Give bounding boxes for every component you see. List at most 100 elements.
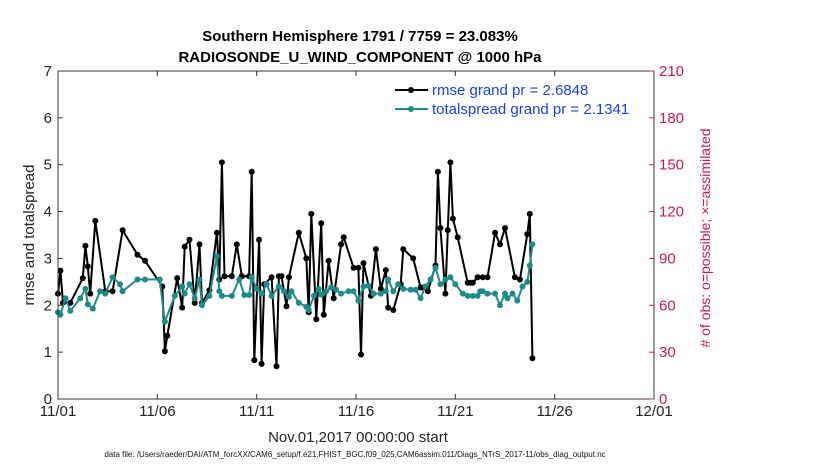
y-right-tick-label-1: 30	[659, 344, 676, 361]
data-point-s1-9	[102, 290, 109, 297]
data-point-s0-8	[92, 217, 99, 224]
data-point-s0-70	[424, 288, 431, 295]
data-point-s0-62	[382, 267, 389, 274]
data-point-s1-65	[417, 295, 424, 302]
data-point-s0-51	[325, 257, 332, 264]
data-point-s1-8	[97, 288, 104, 295]
data-point-s0-45	[303, 255, 310, 262]
y-axis-right-label: # of obs: o=possible; ×=assimilated	[697, 128, 713, 347]
data-point-s1-78	[479, 288, 486, 295]
data-point-s0-43	[285, 274, 292, 281]
axes: 11/01 11/06 11/11 11/16 11/21 11/26 12/0101234…	[40, 63, 684, 420]
data-point-s1-54	[360, 283, 367, 290]
data-point-s1-53	[355, 297, 362, 304]
data-point-s1-37	[275, 283, 282, 290]
data-point-s1-75	[469, 292, 476, 299]
data-point-s1-82	[502, 290, 508, 297]
data-point-s1-13	[134, 276, 141, 283]
data-point-s1-74	[464, 292, 471, 299]
data-point-s0-53	[338, 241, 345, 248]
data-point-s1-23	[199, 302, 205, 309]
data-point-s0-82	[474, 274, 481, 281]
y-tick-label-1: 1	[44, 344, 52, 361]
data-point-s1-27	[218, 292, 225, 299]
data-point-s0-64	[390, 307, 397, 313]
data-point-s1-49	[333, 286, 340, 293]
data-point-s1-35	[263, 281, 270, 288]
y-right-tick-label-0: 0	[659, 391, 667, 408]
data-point-s1-10	[109, 274, 116, 281]
y-tick-label-3: 3	[44, 250, 52, 267]
data-point-s0-29	[228, 273, 235, 280]
data-point-s1-6	[84, 301, 91, 308]
data-point-s0-54	[340, 234, 347, 241]
data-point-s0-42	[283, 303, 290, 310]
data-point-s1-43	[305, 307, 312, 313]
data-point-s1-12	[119, 288, 126, 295]
data-point-s1-34	[258, 290, 265, 297]
data-point-s1-47	[323, 288, 330, 295]
data-point-s1-63	[407, 286, 414, 293]
data-point-s0-4	[79, 275, 86, 282]
data-point-s1-52	[350, 288, 357, 295]
data-point-s0-89	[516, 276, 523, 283]
data-point-s1-3	[67, 307, 74, 314]
data-point-s1-39	[285, 293, 292, 300]
y-tick-label-7: 7	[44, 63, 52, 80]
data-point-s1-71	[447, 274, 454, 281]
data-point-s1-57	[377, 290, 384, 297]
data-point-s0-61	[377, 285, 384, 292]
x-tick-label-1: 11/06	[139, 403, 175, 420]
data-point-s1-18	[179, 283, 186, 290]
data-point-s1-48	[328, 284, 335, 291]
data-point-s1-1	[57, 311, 64, 318]
data-point-s0-41	[278, 273, 285, 280]
data-point-s1-81	[497, 302, 503, 309]
data-point-s0-28	[221, 273, 228, 280]
data-point-s0-52	[330, 295, 337, 302]
data-point-s0-84	[484, 274, 491, 281]
y-tick-label-4: 4	[44, 204, 52, 221]
x-axis-label: Nov.01,2017 00:00:00 start	[268, 429, 449, 446]
data-point-s1-14	[142, 276, 148, 283]
data-point-s1-20	[186, 281, 193, 288]
y-right-tick-label-3: 90	[659, 250, 676, 267]
data-point-s1-45	[315, 285, 322, 292]
data-point-s1-89	[529, 241, 536, 248]
y-right-tick-label-5: 150	[659, 157, 684, 174]
data-point-s1-26	[216, 288, 223, 295]
data-point-s1-83	[504, 295, 511, 302]
data-point-s0-27	[218, 159, 225, 166]
data-point-s1-7	[89, 305, 96, 312]
data-point-s0-5	[82, 242, 89, 249]
data-point-s0-83	[479, 274, 486, 281]
data-point-s1-36	[268, 292, 275, 299]
data-point-s1-69	[437, 281, 444, 288]
data-point-s1-62	[400, 285, 407, 292]
data-point-s0-67	[410, 255, 417, 262]
x-tick-label-5: 11/26	[536, 403, 572, 420]
data-point-s1-11	[117, 281, 123, 288]
data-point-s0-76	[447, 159, 454, 166]
data-point-s0-57	[358, 351, 364, 358]
data-point-s0-90	[524, 231, 531, 238]
data-point-s1-72	[452, 281, 459, 288]
data-point-s1-70	[442, 276, 449, 283]
y-tick-label-2: 2	[44, 297, 52, 314]
data-point-s1-29	[236, 276, 243, 283]
data-point-s0-10	[109, 288, 116, 295]
data-point-s1-68	[432, 264, 439, 271]
data-point-s1-58	[382, 288, 389, 295]
data-point-s0-49	[318, 220, 325, 227]
data-point-s1-59	[385, 276, 392, 283]
data-point-s0-20	[186, 236, 193, 243]
legend-label-rmse: rmse grand pr = 2.6848	[432, 82, 588, 99]
data-point-s1-21	[191, 295, 198, 302]
data-point-s1-56	[370, 290, 377, 297]
legend-label-totalspread: totalspread grand pr = 2.1341	[432, 101, 629, 118]
data-point-s1-4	[77, 295, 84, 302]
data-point-s1-86	[519, 283, 526, 290]
data-point-s1-55	[365, 282, 372, 289]
data-point-s0-1	[57, 267, 64, 274]
